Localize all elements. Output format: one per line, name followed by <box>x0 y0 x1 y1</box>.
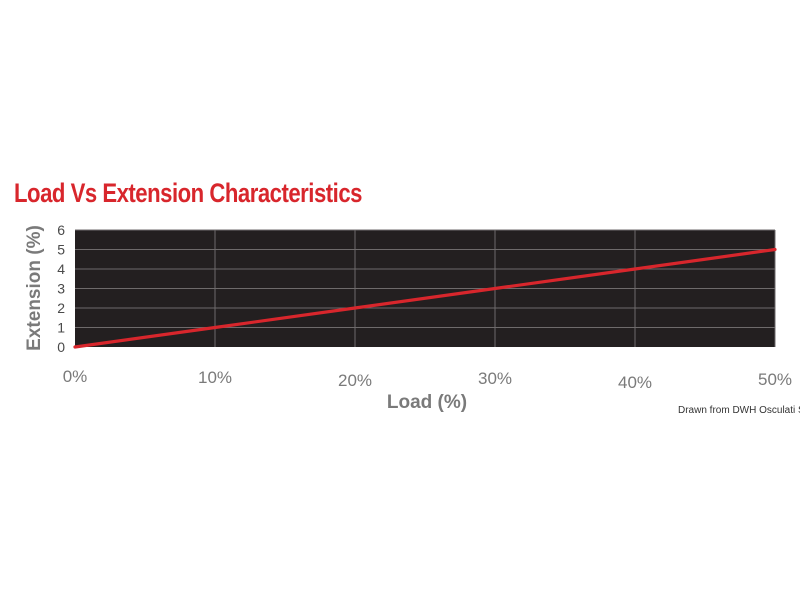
chart-title: Load Vs Extension Characteristics <box>14 178 362 208</box>
y-tick-label: 6 <box>57 222 65 238</box>
tick-layer: 0 1 2 3 4 5 6 0% 10% 20% 30% 40% 50% <box>57 222 792 392</box>
y-tick-label: 2 <box>57 300 65 316</box>
y-tick-label: 4 <box>57 261 65 277</box>
x-tick-label: 20% <box>338 371 372 390</box>
x-tick-label: 30% <box>478 369 512 388</box>
y-tick-label: 1 <box>57 320 65 336</box>
y-tick-label: 3 <box>57 281 65 297</box>
x-tick-label: 0% <box>63 367 88 386</box>
x-tick-label: 50% <box>758 370 792 389</box>
x-axis-label: Load (%) <box>387 392 467 413</box>
series-layer <box>73 247 777 349</box>
x-tick-label: 40% <box>618 373 652 392</box>
series-line <box>73 247 777 349</box>
source-credit: Drawn from DWH Osculati SpA <box>678 405 800 416</box>
y-tick-label: 5 <box>57 242 65 258</box>
y-axis-label: Extension (%) <box>24 225 45 351</box>
x-tick-label: 10% <box>198 368 232 387</box>
y-tick-label: 0 <box>57 339 65 355</box>
